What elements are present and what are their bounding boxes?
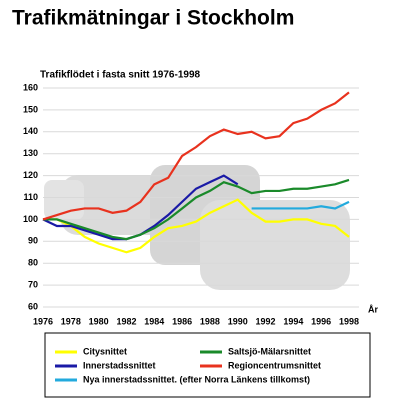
series-line xyxy=(43,178,350,241)
chart-subtitle: Trafikflödet i fasta snitt 1976-1998 xyxy=(40,70,201,81)
x-tick-label: 1980 xyxy=(89,316,109,326)
x-tick-label: 1976 xyxy=(33,316,53,326)
x-tick-label: 1994 xyxy=(283,316,303,326)
legend-label: Regioncentrumsnittet xyxy=(228,360,321,370)
y-tick-label: 90 xyxy=(28,236,38,246)
x-tick-label: 1990 xyxy=(228,316,248,326)
y-tick-label: 60 xyxy=(28,301,38,311)
y-tick-label: 80 xyxy=(28,258,38,268)
series-line xyxy=(251,200,350,210)
y-tick-label: 130 xyxy=(23,148,38,158)
legend-label: Innerstadssnittet xyxy=(83,360,156,370)
y-tick-label: 160 xyxy=(23,82,38,92)
x-axis-label: År xyxy=(368,304,378,314)
legend-label: Nya innerstadssnittet. (efter Norra Länk… xyxy=(83,374,310,384)
y-tick-label: 150 xyxy=(23,104,38,114)
x-tick-label: 1998 xyxy=(339,316,359,326)
x-tick-label: 1996 xyxy=(311,316,331,326)
y-tick-label: 120 xyxy=(23,170,38,180)
x-tick-label: 1982 xyxy=(116,316,136,326)
series-line xyxy=(43,198,350,254)
chart-title: Trafikmätningar i Stockholm xyxy=(12,7,294,30)
x-tick-label: 1992 xyxy=(256,316,276,326)
x-tick-label: 1986 xyxy=(172,316,192,326)
y-tick-label: 110 xyxy=(23,192,38,202)
x-tick-label: 1988 xyxy=(200,316,220,326)
series-line xyxy=(42,91,350,221)
legend-label: Saltsjö-Mälarsnittet xyxy=(228,346,311,356)
legend-label: Citysnittet xyxy=(83,346,127,356)
background-photo xyxy=(44,165,350,290)
y-tick-label: 100 xyxy=(23,214,38,224)
y-tick-label: 70 xyxy=(28,279,38,289)
y-tick-label: 140 xyxy=(23,126,38,136)
x-tick-label: 1984 xyxy=(144,316,164,326)
x-tick-label: 1978 xyxy=(61,316,81,326)
